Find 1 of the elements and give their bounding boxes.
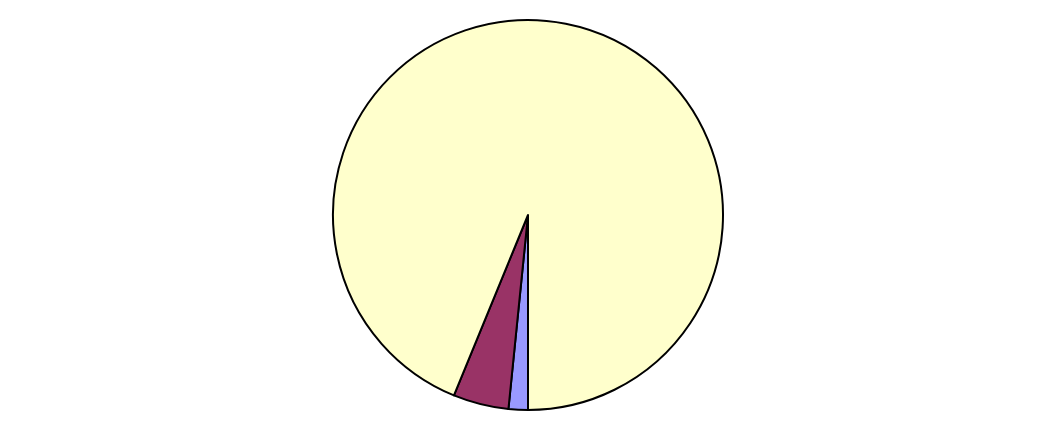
pie-slice bbox=[332, 19, 724, 411]
